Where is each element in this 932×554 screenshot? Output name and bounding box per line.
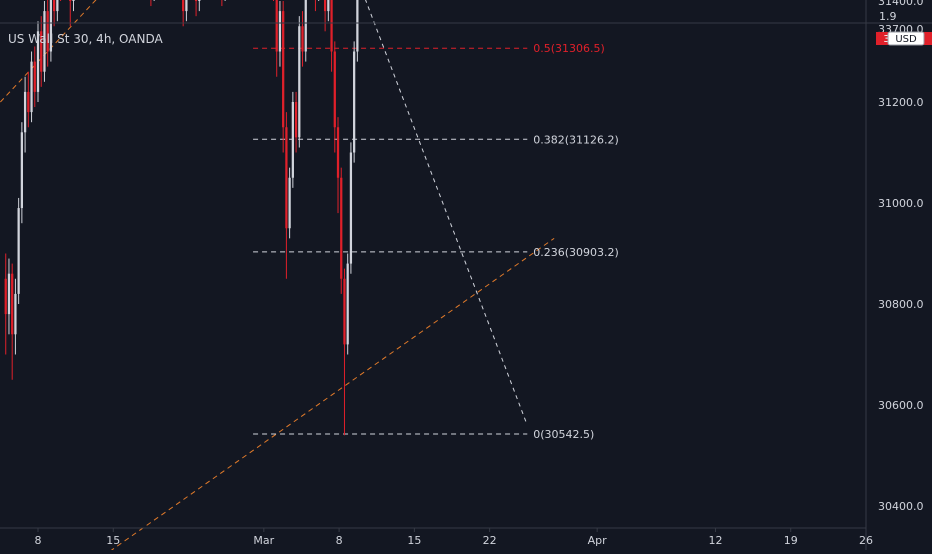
candle-body-3[interactable] xyxy=(14,293,17,335)
candle-body-103[interactable] xyxy=(336,127,340,178)
time-tick-3: 8 xyxy=(336,534,343,547)
channel-line-2[interactable] xyxy=(103,237,555,554)
candle-body-104[interactable] xyxy=(340,177,343,279)
candle-body-12[interactable] xyxy=(43,11,46,72)
candle-body-89[interactable] xyxy=(291,102,294,178)
candle-body-91[interactable] xyxy=(298,26,301,138)
candle-body-60[interactable] xyxy=(198,0,201,1)
currency-badge: USD xyxy=(895,34,917,45)
candle-body-107[interactable] xyxy=(349,152,353,264)
candle-body-84[interactable] xyxy=(275,0,278,52)
candle-body-7[interactable] xyxy=(27,91,30,113)
candle-body-86[interactable] xyxy=(282,11,285,128)
candle-body-4[interactable] xyxy=(17,208,20,294)
candle-body-16[interactable] xyxy=(56,0,59,12)
candle-body-88[interactable] xyxy=(288,177,291,229)
candle-body-106[interactable] xyxy=(346,263,349,345)
fib-label-8: 0.236(30903.2) xyxy=(533,246,619,259)
fib-label-6: 0.5(31306.5) xyxy=(533,42,605,55)
candle-body-100[interactable] xyxy=(327,0,330,12)
time-tick-8: 19 xyxy=(784,534,798,547)
time-tick-9: 26 xyxy=(859,534,873,547)
candle-body-101[interactable] xyxy=(330,0,333,52)
fib-label-7: 0.382(31126.2) xyxy=(533,133,619,146)
price-tick-4: 31200.0 xyxy=(878,96,924,109)
candle-body-108[interactable] xyxy=(353,51,356,153)
time-tick-7: 12 xyxy=(708,534,722,547)
time-tick-0: 8 xyxy=(35,534,42,547)
candle-body-109[interactable] xyxy=(356,0,359,52)
candle-body-99[interactable] xyxy=(323,0,327,12)
candle-body-9[interactable] xyxy=(33,61,36,92)
time-tick-1: 15 xyxy=(106,534,120,547)
candle-body-87[interactable] xyxy=(285,127,288,229)
price-scale-label: 1.9 xyxy=(879,10,897,23)
candle-body-93[interactable] xyxy=(304,0,307,52)
candle-body-2[interactable] xyxy=(11,273,14,335)
candle-body-21[interactable] xyxy=(72,0,75,1)
time-tick-6: Apr xyxy=(588,534,608,547)
currency-badge-bg[interactable] xyxy=(887,31,925,46)
candle-body-6[interactable] xyxy=(23,91,27,133)
chart-title: US Wall St 30, 4h, OANDA xyxy=(8,32,163,46)
price-tick-5: 31400.0 xyxy=(878,0,924,8)
candle-body-10[interactable] xyxy=(36,31,40,92)
candle-body-92[interactable] xyxy=(301,26,304,52)
candle-body-20[interactable] xyxy=(69,0,72,1)
price-tick-0: 30400.0 xyxy=(878,500,924,513)
candle-body-59[interactable] xyxy=(194,0,198,1)
time-tick-2: Mar xyxy=(253,534,274,547)
candle-body-85[interactable] xyxy=(278,11,282,52)
candle-body-102[interactable] xyxy=(333,51,336,128)
fib-label-9: 0(30542.5) xyxy=(533,428,594,441)
candle-body-5[interactable] xyxy=(20,132,23,209)
candle-body-55[interactable] xyxy=(182,0,185,12)
candle-body-13[interactable] xyxy=(46,11,49,52)
time-tick-5: 22 xyxy=(483,534,497,547)
time-tick-4: 15 xyxy=(407,534,421,547)
candle-body-90[interactable] xyxy=(294,102,298,138)
price-tick-3: 31000.0 xyxy=(878,197,924,210)
candle-body-0[interactable] xyxy=(4,278,7,315)
descending-trend-line[interactable] xyxy=(232,0,528,426)
candle-body-56[interactable] xyxy=(185,0,188,12)
candle-body-14[interactable] xyxy=(49,0,53,52)
candle-body-15[interactable] xyxy=(53,0,56,12)
candle-body-11[interactable] xyxy=(40,31,43,72)
candle-body-1[interactable] xyxy=(7,273,11,315)
candle-body-105[interactable] xyxy=(343,278,346,345)
candle-body-8[interactable] xyxy=(30,61,33,113)
price-tick-2: 30800.0 xyxy=(878,298,924,311)
price-axis-background xyxy=(866,0,932,550)
price-tick-1: 30600.0 xyxy=(878,399,924,412)
